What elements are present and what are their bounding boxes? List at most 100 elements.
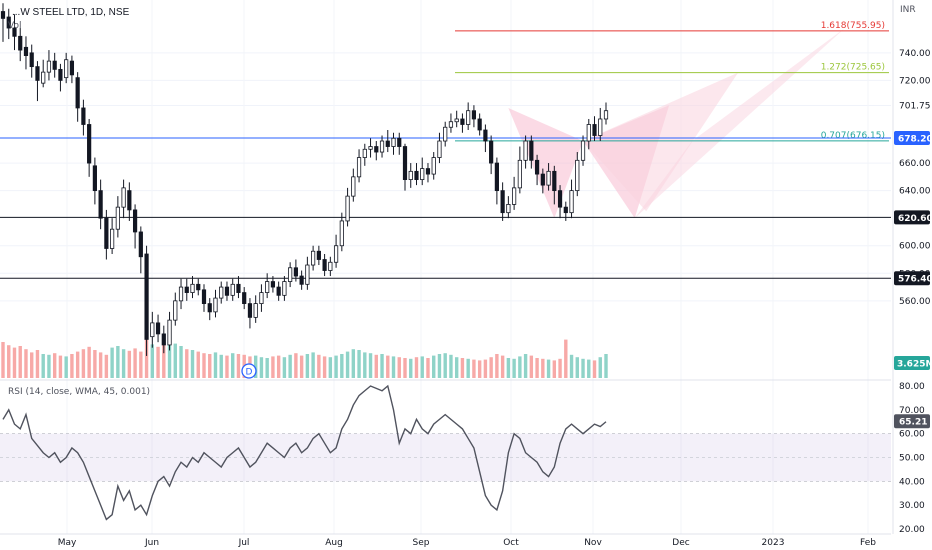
price-axis[interactable]: 740.00720.00701.75660.00640.00600.00580.…	[892, 0, 932, 534]
candle-48	[276, 281, 281, 301]
candle-80	[460, 113, 465, 133]
candle-34	[196, 278, 201, 296]
candle-44	[253, 295, 258, 323]
time-tick-2: Jul	[238, 538, 250, 548]
volume-bar-44	[253, 355, 258, 378]
candle-43	[247, 298, 253, 329]
pattern-projection-1	[583, 72, 739, 212]
time-tick-5: Oct	[503, 538, 519, 548]
volume-bar-6	[35, 350, 40, 378]
candle-92	[529, 135, 534, 169]
volume-bar-46	[265, 358, 269, 378]
volume-bar-39	[225, 355, 229, 378]
candle-82	[471, 105, 477, 128]
rsi-line	[2, 384, 607, 521]
volume-bar-27	[156, 346, 160, 378]
candle-21	[121, 179, 126, 219]
volume-bar-97	[558, 358, 562, 378]
level-badge-0	[894, 130, 930, 145]
candle-93	[534, 154, 540, 186]
candle-32	[184, 278, 189, 301]
volume-bar-52	[299, 355, 304, 378]
volume-bar-77	[443, 353, 447, 378]
candle-102	[586, 118, 591, 150]
volume-bar-81	[466, 358, 470, 378]
candle-74	[425, 163, 431, 183]
volume-bar-88	[506, 358, 511, 378]
candle-14	[81, 99, 86, 136]
candle-55	[316, 245, 321, 266]
candle-31	[178, 278, 184, 310]
candle-72	[414, 163, 419, 186]
candle-41	[236, 276, 241, 299]
volume-bar-76	[437, 354, 442, 378]
volume-bar-21	[121, 349, 126, 378]
volume-bar-103	[592, 360, 597, 378]
rsi-current-label: 65.21	[899, 418, 927, 428]
volume-bar-61	[351, 349, 356, 378]
volume-bar-71	[409, 358, 413, 378]
candle-75	[431, 152, 436, 180]
volume-bars	[1, 339, 608, 378]
volume-bar-80	[460, 358, 465, 378]
symbol-title: ...W STEEL LTD, 1D, NSE	[12, 7, 130, 18]
volume-bar-79	[454, 357, 459, 378]
candle-10	[58, 63, 63, 92]
candle-51	[293, 259, 298, 282]
candle-64	[368, 138, 373, 158]
candle-83	[477, 113, 482, 136]
candle-103	[592, 116, 597, 142]
candle-20	[115, 196, 120, 238]
volume-bar-5	[30, 352, 34, 378]
volume-bar-86	[495, 354, 499, 378]
candle-13	[75, 72, 80, 122]
volume-bar-98	[564, 339, 568, 378]
candle-94	[540, 168, 545, 194]
price-tick-2: 701.75	[899, 102, 931, 112]
volume-bar-92	[529, 355, 534, 378]
candle-97	[557, 185, 563, 219]
candlesticks	[0, 3, 609, 356]
volume-bar-22	[127, 350, 132, 378]
volume-bar-18	[104, 354, 109, 378]
candle-54	[311, 245, 316, 271]
pattern-projection-2	[634, 28, 845, 219]
price-tick-4: 640.00	[899, 187, 931, 197]
time-tick-0: May	[58, 538, 77, 548]
price-tick-3: 660.00	[899, 159, 931, 169]
candle-36	[207, 298, 212, 321]
volume-bar-16	[93, 350, 97, 378]
candle-7	[41, 59, 46, 88]
level-badge-2	[894, 271, 930, 286]
candle-84	[483, 124, 488, 153]
dividend-icon[interactable]	[241, 363, 257, 379]
harmonic-pattern: 1.618(755.95) 1.272(725.65) 0.707(676.15)	[455, 21, 889, 219]
candle-56	[322, 254, 327, 277]
volume-bar-14	[81, 349, 86, 378]
volume-bar-66	[380, 354, 384, 378]
volume-bar-19	[110, 347, 114, 378]
candle-71	[408, 163, 413, 188]
candle-12	[69, 55, 75, 84]
time-axis[interactable]: May Jun Jul Aug Sep Oct Nov Dec 2023 Feb	[0, 533, 891, 548]
dividend-marker[interactable]: D	[241, 363, 257, 379]
volume-bar-36	[208, 354, 212, 378]
volume-bar-33	[190, 350, 195, 378]
candle-40	[230, 278, 235, 301]
candle-104	[598, 107, 603, 142]
volume-bar-49	[282, 357, 287, 378]
candle-46	[265, 273, 270, 299]
volume-bar-62	[357, 350, 361, 378]
volume-bar-50	[288, 354, 292, 378]
candle-42	[242, 287, 247, 310]
time-tick-4: Sep	[413, 538, 430, 548]
volume-bar-91	[523, 354, 528, 378]
rsi-tick-0: 80.00	[899, 382, 925, 392]
volume-bar-94	[541, 358, 545, 378]
candle-52	[299, 270, 304, 290]
volume-bar-9	[52, 353, 57, 378]
fib-label-0: 1.618(755.95)	[821, 21, 885, 31]
candle-19	[110, 218, 115, 254]
price-tick-5: 600.00	[899, 242, 931, 252]
